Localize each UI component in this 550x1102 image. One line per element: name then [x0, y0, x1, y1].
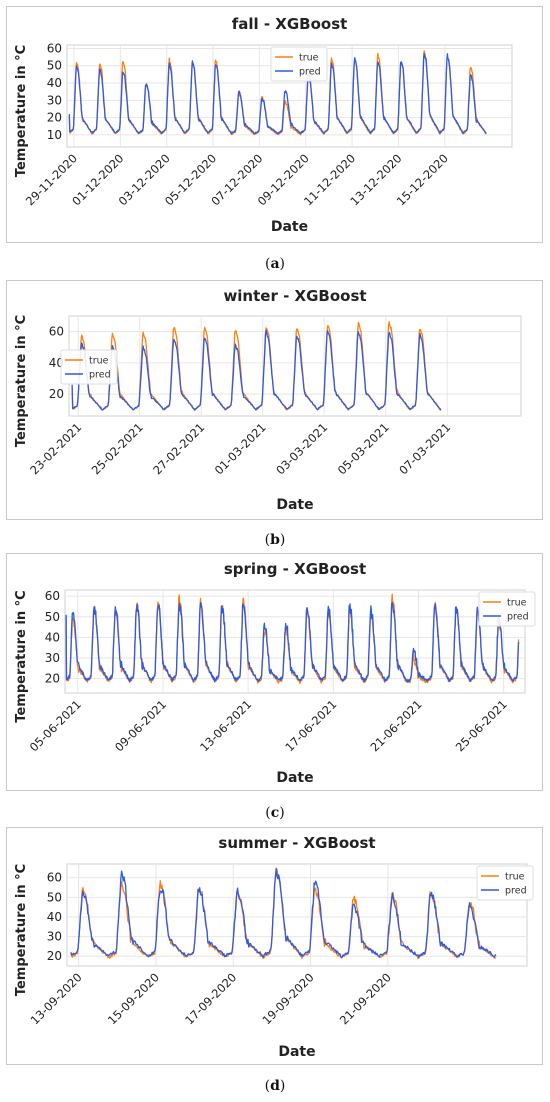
caption-b: (b) — [264, 532, 286, 548]
y-axis-label: Temperature in °C — [14, 315, 29, 447]
chart-fall: 29-11-202001-12-202003-12-202005-12-2020… — [14, 15, 513, 235]
y-tick-label: 20 — [45, 672, 60, 686]
chart-panel-winter: 23-02-2021 25-02-2021 27-02-2021 01-03-2021… — [6, 280, 543, 520]
y-tick-label: 40 — [47, 76, 62, 90]
y-tick-label: 50 — [47, 890, 62, 904]
chart-panel-spring: 05-06-2021 09-06-2021 13-06-2021 17-06-2021… — [6, 553, 543, 791]
y-axis-label: Temperature in °C — [14, 45, 29, 177]
legend-label-pred: pred — [299, 67, 321, 78]
x-tick-label: 27-02-2021 — [150, 420, 207, 477]
chart-panel-fall: 29-11-2020 01-12-2020 03-12-2020 05-12-2020… — [6, 6, 543, 243]
y-tick-label: 20 — [47, 111, 62, 125]
y-tick-label: 10 — [47, 128, 62, 142]
legend-label-pred: pred — [505, 886, 527, 897]
y-tick-label: 60 — [47, 41, 62, 55]
legend-label-pred: pred — [89, 370, 111, 381]
legend-label-true: true — [505, 872, 525, 883]
chart-title: spring - XGBoost — [224, 560, 366, 578]
chart-title: summer - XGBoost — [218, 834, 375, 852]
x-tick-label: 19-09-2020 — [259, 970, 316, 1027]
chart-spring: 05-06-2021 09-06-2021 13-06-2021 17-06-2021… — [14, 560, 536, 786]
x-tick-label: 07-03-2021 — [396, 420, 453, 477]
y-tick-label: 20 — [49, 387, 64, 401]
chart-title: winter - XGBoost — [223, 287, 366, 305]
legend: true pred — [476, 865, 534, 901]
caption-a: (a) — [264, 256, 285, 272]
y-tick-label: 60 — [49, 325, 64, 339]
x-tick-label: 21-09-2020 — [337, 970, 394, 1027]
x-axis-label: Date — [278, 1044, 315, 1060]
x-tick-label: 05-06-2021 — [27, 697, 84, 754]
x-tick-label: 15-09-2020 — [105, 970, 162, 1027]
x-tick-label: 05-03-2021 — [335, 420, 392, 477]
x-tick-label: 01-03-2021 — [212, 420, 269, 477]
x-axis-label: Date — [276, 497, 313, 513]
caption-c: (c) — [265, 805, 285, 821]
caption-d: (d) — [264, 1078, 286, 1094]
series-line-pred — [68, 53, 487, 135]
legend-label-pred: pred — [507, 612, 529, 623]
x-tick-label: 03-03-2021 — [273, 420, 330, 477]
y-tick-label: 50 — [47, 59, 62, 73]
y-tick-label: 40 — [45, 630, 60, 644]
x-axis-label: Date — [276, 770, 313, 786]
x-tick-label: 13-06-2021 — [197, 697, 254, 754]
series-line-pred — [65, 602, 520, 683]
x-tick-label: 17-06-2021 — [282, 697, 339, 754]
y-axis-label: Temperature in °C — [14, 590, 29, 722]
y-tick-label: 60 — [47, 871, 62, 885]
series-line-pred — [70, 867, 497, 958]
chart-panel-summer: 13-09-2020 15-09-2020 17-09-2020 19-09-2020… — [6, 827, 543, 1065]
x-tick-label: 21-06-2021 — [367, 697, 424, 754]
x-axis-label: Date — [271, 219, 308, 235]
x-tick-label: 25-06-2021 — [453, 697, 510, 754]
x-tick-label: 25-02-2021 — [89, 420, 146, 477]
chart-summer: 13-09-2020 15-09-2020 17-09-2020 19-09-2020… — [14, 834, 534, 1060]
y-tick-label: 30 — [47, 930, 62, 944]
legend-label-true: true — [299, 53, 319, 64]
legend: true pred — [478, 591, 536, 627]
series-line-pred — [71, 329, 442, 411]
x-tick-label: 13-09-2020 — [28, 970, 85, 1027]
chart-winter: 23-02-2021 25-02-2021 27-02-2021 01-03-2021… — [14, 287, 522, 513]
x-tick-label: 09-06-2021 — [112, 697, 169, 754]
y-tick-label: 40 — [49, 356, 64, 370]
y-tick-label: 30 — [45, 651, 60, 665]
chart-title: fall - XGBoost — [232, 15, 348, 33]
x-tick-label: 23-02-2021 — [27, 420, 84, 477]
y-tick-label: 20 — [47, 949, 62, 963]
legend: true pred — [270, 46, 328, 82]
legend: true pred — [60, 349, 118, 385]
y-tick-label: 60 — [45, 589, 60, 603]
x-tick-label: 17-09-2020 — [182, 970, 239, 1027]
y-tick-label: 50 — [45, 610, 60, 624]
legend-label-true: true — [89, 356, 109, 367]
legend-label-true: true — [507, 598, 527, 609]
y-axis-label: Temperature in °C — [14, 864, 29, 996]
y-tick-label: 40 — [47, 910, 62, 924]
y-tick-label: 30 — [47, 93, 62, 107]
